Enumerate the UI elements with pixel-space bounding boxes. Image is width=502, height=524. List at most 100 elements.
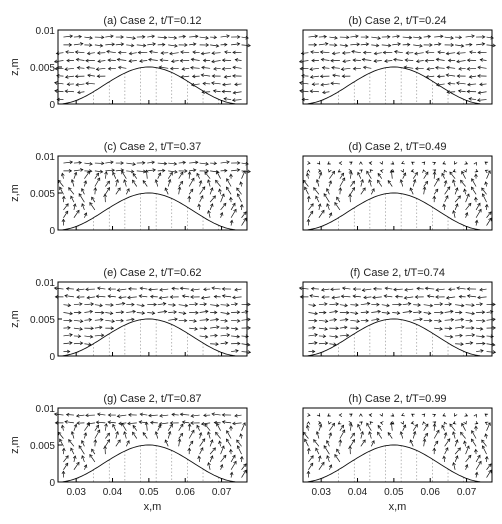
vector-head	[229, 448, 233, 453]
velocity-vector	[348, 169, 353, 173]
velocity-vector	[318, 42, 329, 46]
velocity-vector	[126, 43, 135, 48]
velocity-vector	[318, 319, 329, 323]
velocity-vector	[315, 178, 320, 187]
velocity-vector	[54, 66, 64, 71]
velocity-vector	[220, 333, 231, 337]
vector-head	[435, 57, 440, 62]
vector-head	[371, 440, 375, 444]
velocity-vector	[239, 203, 244, 210]
vector-shaft	[189, 43, 196, 46]
velocity-vector	[360, 42, 370, 47]
velocity-vector	[421, 161, 426, 165]
vector-head	[142, 432, 147, 436]
vector-shaft	[94, 319, 103, 321]
vector-shaft	[201, 296, 211, 299]
velocity-vector	[210, 317, 220, 322]
velocity-vector	[423, 34, 432, 39]
y-tick-label: 0	[49, 100, 55, 111]
velocity-vector	[178, 180, 184, 187]
velocity-vector	[445, 295, 456, 300]
velocity-vector	[234, 82, 242, 87]
velocity-vector	[83, 212, 88, 218]
vector-shaft	[220, 212, 223, 218]
velocity-vector	[445, 73, 456, 77]
velocity-vector	[379, 169, 384, 173]
velocity-vector	[78, 193, 85, 203]
vector-head	[76, 209, 80, 214]
vector-head	[79, 341, 84, 346]
vector-head	[477, 50, 481, 55]
velocity-vector	[230, 202, 236, 211]
vector-head	[179, 58, 184, 63]
vector-head	[298, 286, 303, 291]
vector-head	[213, 35, 218, 40]
velocity-vector	[112, 171, 117, 179]
velocity-vector	[329, 334, 339, 339]
vector-head	[460, 342, 464, 346]
vector-head	[246, 342, 251, 347]
velocity-vector	[456, 74, 466, 78]
velocity-vector	[322, 90, 330, 95]
vector-shaft	[210, 304, 219, 307]
vector-head	[491, 342, 496, 347]
vector-head	[484, 203, 489, 208]
velocity-vector	[360, 318, 369, 323]
velocity-vector	[484, 181, 488, 187]
vector-shaft	[157, 36, 167, 39]
vector-head	[65, 50, 69, 54]
vector-head	[96, 286, 101, 291]
vector-head	[77, 334, 82, 339]
vector-shaft	[201, 422, 211, 425]
vector-head	[69, 341, 73, 345]
vector-head	[360, 431, 364, 435]
velocity-vector	[474, 448, 478, 455]
velocity-vector	[466, 67, 477, 71]
vector-head	[474, 471, 479, 476]
vector-shaft	[486, 318, 496, 321]
velocity-vector	[239, 433, 243, 439]
vector-head	[61, 218, 66, 223]
velocity-vector	[331, 51, 340, 56]
velocity-vector	[231, 334, 241, 339]
vector-shaft	[66, 414, 74, 416]
vector-head	[213, 161, 218, 166]
vector-head	[481, 334, 486, 339]
velocity-vector	[73, 209, 80, 218]
velocity-vector	[444, 186, 451, 195]
velocity-vector	[338, 439, 343, 447]
vector-head	[463, 420, 467, 425]
vector-head	[232, 454, 236, 459]
vector-shaft	[306, 173, 309, 179]
vector-head	[379, 413, 383, 417]
velocity-vector	[474, 471, 479, 478]
vector-head	[215, 317, 220, 322]
vector-shaft	[318, 36, 327, 38]
vector-head	[107, 58, 111, 63]
vector-head	[317, 455, 322, 459]
vector-head	[161, 42, 166, 47]
vector-head	[54, 89, 58, 93]
vector-shaft	[230, 461, 237, 470]
vector-shaft	[126, 44, 134, 47]
vector-head	[474, 219, 479, 224]
velocity-vector	[337, 169, 342, 173]
vector-shaft	[188, 178, 195, 187]
velocity-vector	[432, 413, 436, 418]
velocity-vector	[241, 317, 251, 322]
vector-shaft	[304, 438, 309, 447]
velocity-vector	[207, 210, 211, 218]
velocity-vector	[191, 74, 200, 79]
vector-shaft	[444, 195, 449, 203]
velocity-vector	[213, 66, 221, 71]
vector-shaft	[402, 172, 406, 179]
velocity-vector	[203, 287, 211, 292]
vector-shaft	[454, 447, 461, 455]
vector-shaft	[435, 67, 445, 69]
velocity-vector	[70, 195, 75, 203]
vector-shaft	[475, 209, 482, 218]
vector-shaft	[191, 288, 200, 291]
vector-shaft	[87, 52, 95, 55]
velocity-vector	[476, 310, 486, 315]
velocity-vector	[154, 431, 159, 439]
